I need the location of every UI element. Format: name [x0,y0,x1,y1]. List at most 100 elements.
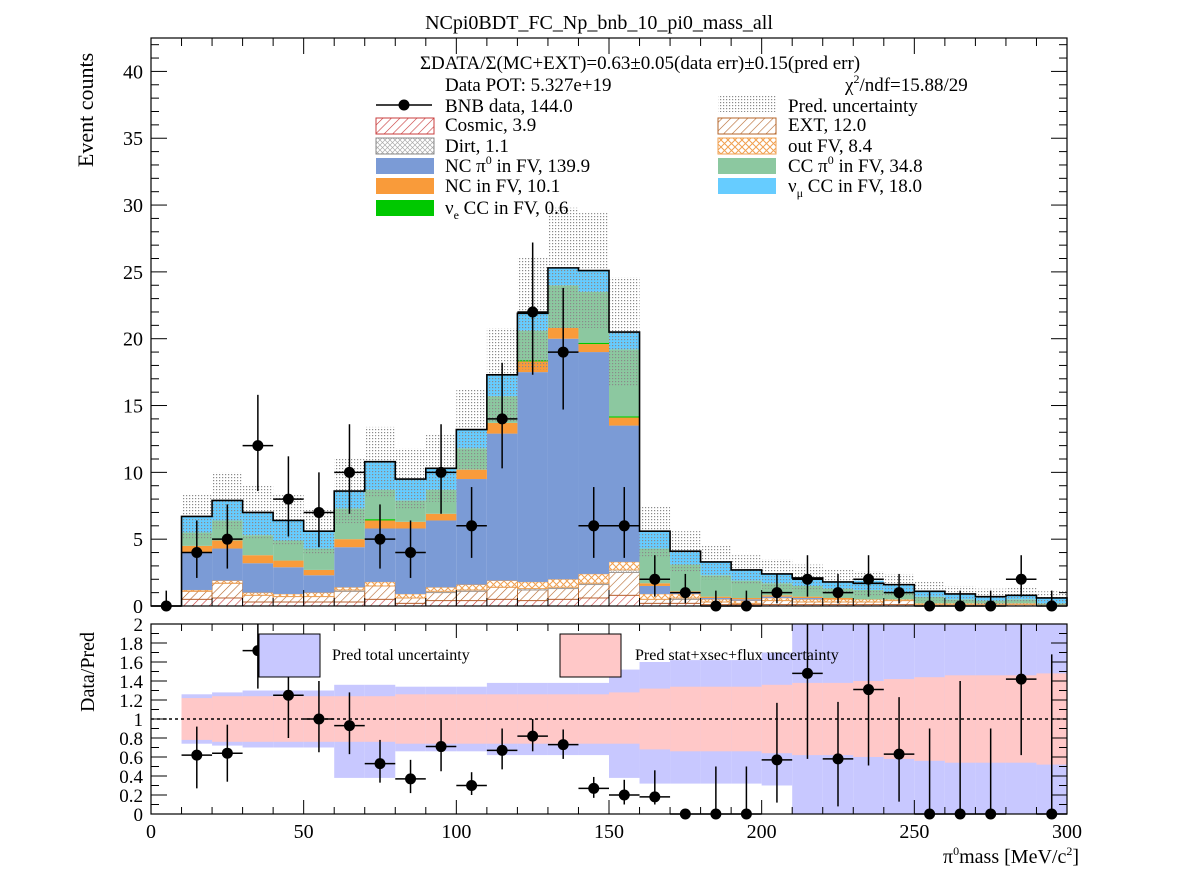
data-point [517,242,548,375]
data-marker [863,573,875,585]
bar-nc [334,539,365,548]
ratio-y-tick-label: 1.6 [119,653,143,674]
bar-cc-pi0 [242,535,274,556]
bar-outfv [394,593,427,599]
bar-cosmic [455,600,488,607]
ratio-ylabel: Data/Pred [77,632,99,712]
ratio-marker [496,744,508,756]
ratio-marker [863,684,875,696]
data-point [853,555,884,597]
ratio-marker [313,713,325,725]
ratio-legend-swatch-stat [559,633,622,678]
top-axes: 0 5 10 15 20 25 30 35 40 [123,37,1068,618]
bar-cosmic [303,601,335,607]
bar-nc-pi0 [334,547,365,588]
bar-ext [852,601,885,606]
ratio-marker [374,758,386,770]
legend-numu-cc: νμ CC in FV, 18.0 [788,176,922,200]
y-tick-label: 25 [123,262,143,284]
bar-outfv [333,586,366,591]
bar-cc-pi0 [700,575,732,597]
legend-cosmic: Cosmic, 3.9 [445,115,536,136]
data-point [364,504,396,569]
ratio-marker [221,747,233,759]
data-point [334,424,365,514]
ratio-y-tick-label: 1.8 [119,634,143,655]
data-point [486,362,518,469]
bar-nue-cc [578,342,609,345]
bar-nc [273,560,304,568]
ratio-x-tick-label: 250 [899,821,929,843]
ratio-xlabel: π0mass [MeV/c2] [943,844,1079,868]
ratio-y-tick-label: 0.2 [119,786,143,807]
bar-outfv [272,593,305,598]
chart-title: NCpi0BDT_FC_Np_bnb_10_pi0_mass_all [425,12,773,34]
ratio-point [395,759,426,794]
legend-swatch-pred-unc [718,96,776,112]
bar-nc [303,569,335,576]
bar-ext [791,601,824,606]
data-point [181,520,213,578]
bar-outfv [242,592,274,596]
data-marker [649,573,661,585]
ratio-marker [893,748,905,760]
bar-ext [517,589,549,602]
ratio-point [486,728,518,770]
ratio-point [547,729,579,759]
ratio-point [1005,624,1037,756]
data-marker [496,413,508,425]
bar-nc-pi0 [303,575,335,593]
bar-outfv [425,586,457,592]
data-point [303,472,335,548]
data-marker [679,587,691,599]
data-marker [282,493,294,505]
data-point [792,555,823,597]
bar-cosmic [578,597,610,607]
ratio-summary: ΣDATA/Σ(MC+EXT)=0.63±0.05(data err)±0.15… [420,53,860,74]
bar-nc [425,513,457,521]
ratio-axes: 00.20.40.60.811.21.41.61.82 0 50 100 150 200 2… [119,615,1082,843]
ratio-y-tick-label: 0.6 [119,748,143,769]
data-point [822,573,854,604]
bar-ext [578,584,610,599]
y-tick-label: 0 [133,596,143,618]
bar-ext [608,572,640,596]
ratio-y-tick-label: 1.4 [119,672,143,693]
ratio-point [334,692,365,755]
bar-cosmic [211,597,243,607]
ratio-point [456,772,487,795]
data-point [395,520,426,578]
bar-nc-pi0 [242,563,274,593]
legend: BNB data, 144.0 Pred. uncertainty Cosmic… [375,96,923,222]
y-tick-label: 15 [123,396,143,418]
ratio-marker [557,739,569,751]
bar-nc-pi0 [792,597,823,600]
ratio-point [212,724,243,782]
ratio-marker [191,749,203,761]
ratio-marker [832,753,844,765]
legend-ext: EXT, 12.0 [788,115,866,136]
ratio-marker [435,741,447,753]
bar-ext [303,596,335,603]
legend-dirt: Dirt, 1.1 [445,136,509,157]
data-marker [191,547,203,559]
data-marker [435,466,447,478]
data-marker [893,587,905,599]
ratio-y-tick-label: 0.8 [119,729,143,750]
data-point [425,424,457,514]
bar-outfv [181,589,213,592]
ratio-x-tick-label: 300 [1052,821,1082,843]
ratio-x-tick-label: 100 [441,821,471,843]
data-point [670,573,701,604]
data-marker [832,587,844,599]
ratio-point [303,681,335,753]
ratio-marker [588,782,600,794]
data-pot: Data POT: 5.327e+19 [445,75,612,96]
y-tick-label: 10 [123,462,143,484]
data-point [578,487,609,558]
bar-cc-pi0 [731,580,762,598]
data-marker [252,440,264,452]
data-point [242,394,274,492]
legend-swatch-outfv [717,137,777,155]
